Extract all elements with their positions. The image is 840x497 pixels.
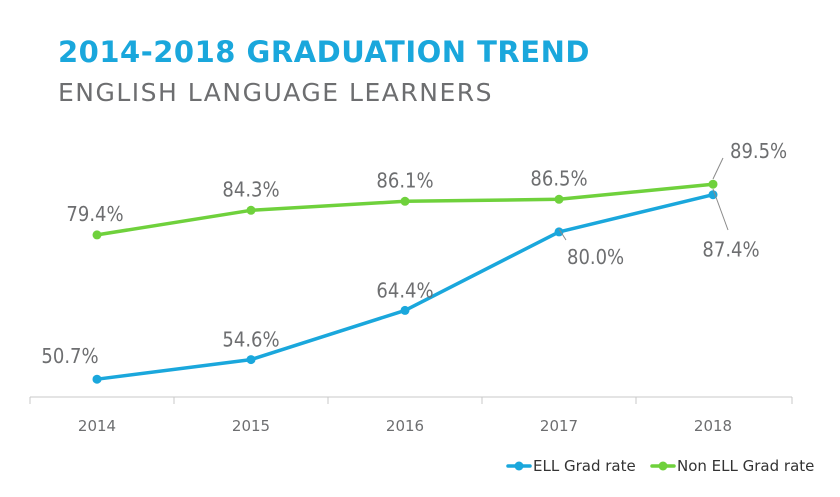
x-tick-label-2014: 2014: [78, 417, 116, 435]
data-label-ell-2015: 54.6%: [222, 328, 279, 352]
legend: ELL Grad rate Non ELL Grad rate: [506, 457, 814, 475]
legend-swatch-dot: [514, 461, 524, 471]
data-label-non-ell-2017: 86.5%: [530, 166, 587, 190]
data-point-non-ell-2015: [246, 205, 256, 215]
data-point-non-ell-2014: [92, 230, 102, 240]
data-point-ell-2014: [92, 374, 102, 384]
data-label-ell-2014: 50.7%: [41, 344, 98, 368]
data-label-ell-2016: 64.4%: [376, 278, 433, 302]
data-label-non-ell-2018: 89.5%: [730, 139, 787, 163]
x-tick-label-2017: 2017: [540, 417, 578, 435]
x-axis: 2014 2015 2016 2017 2018: [29, 396, 793, 435]
data-point-non-ell-2018: [708, 179, 718, 189]
chart-subtitle: ENGLISH LANGUAGE LEARNERS: [58, 78, 493, 107]
data-point-ell-2015: [246, 355, 256, 365]
x-tick-label-2018: 2018: [694, 417, 732, 435]
legend-label: Non ELL Grad rate: [677, 457, 814, 475]
label-leader-line: [712, 157, 724, 180]
series-non-ell: [92, 179, 718, 240]
x-tick-label-2015: 2015: [232, 417, 270, 435]
data-point-ell-2016: [400, 305, 410, 315]
data-point-ell-2017: [554, 227, 564, 237]
series-layer: 50.7% 54.6% 64.4% 80.0% 87.4% 79.4% 84.3% 86.1%…: [41, 139, 787, 384]
data-label-ell-2018: 87.4%: [702, 238, 759, 262]
data-label-non-ell-2014: 79.4%: [66, 202, 123, 226]
series-ell: [92, 190, 718, 384]
legend-swatch-dot: [658, 461, 668, 471]
x-tick-label-2016: 2016: [386, 417, 424, 435]
label-leader-line: [558, 228, 567, 241]
data-label-ell-2017: 80.0%: [567, 245, 624, 269]
data-point-non-ell-2017: [554, 194, 564, 204]
data-point-ell-2018: [708, 190, 718, 200]
legend-label: ELL Grad rate: [533, 457, 636, 475]
chart-title: 2014-2018 GRADUATION TREND: [58, 35, 590, 69]
legend-item-non-ell: Non ELL Grad rate: [650, 457, 814, 475]
data-label-non-ell-2016: 86.1%: [376, 168, 433, 192]
data-label-non-ell-2015: 84.3%: [222, 177, 279, 201]
label-leader-line: [712, 188, 729, 231]
legend-item-ell: ELL Grad rate: [506, 457, 636, 475]
data-point-non-ell-2016: [400, 196, 410, 206]
